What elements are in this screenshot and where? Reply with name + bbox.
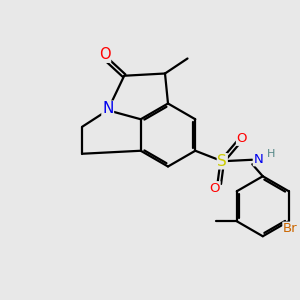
Text: N: N xyxy=(254,153,263,166)
Text: H: H xyxy=(267,149,275,159)
Text: O: O xyxy=(209,182,220,195)
Text: O: O xyxy=(99,47,110,62)
Text: Br: Br xyxy=(283,222,298,235)
Text: O: O xyxy=(236,132,247,145)
Text: N: N xyxy=(102,101,113,116)
Text: S: S xyxy=(218,154,227,169)
